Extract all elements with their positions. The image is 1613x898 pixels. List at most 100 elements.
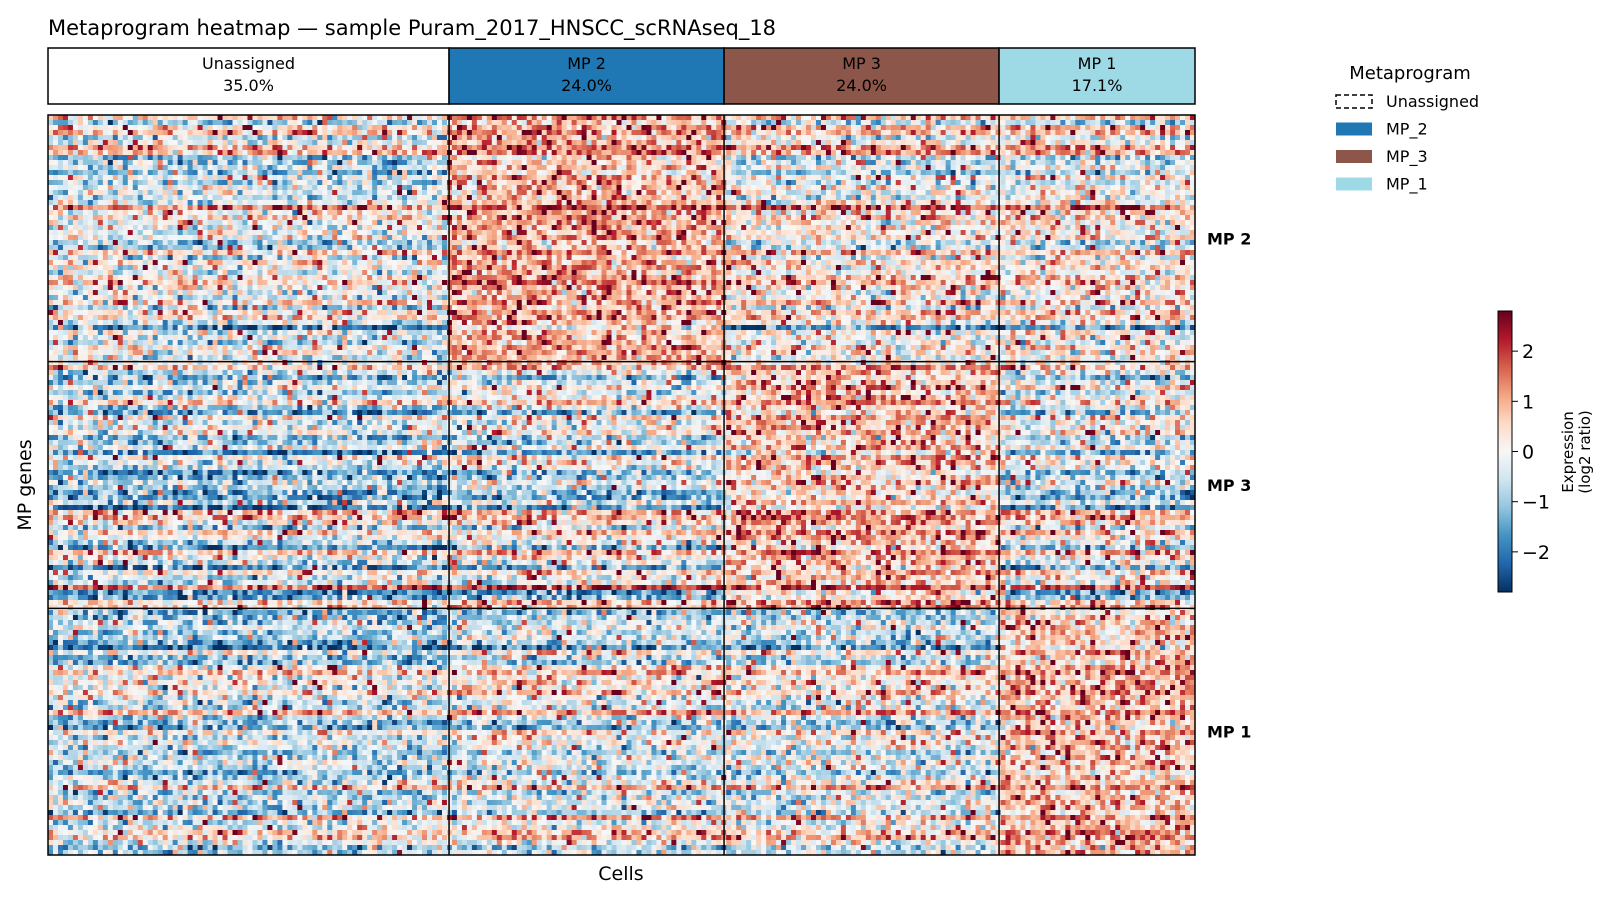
heatmap-cell — [167, 270, 174, 276]
heatmap-cell — [197, 480, 203, 486]
heatmap-cell — [92, 490, 99, 496]
heatmap-cell — [177, 125, 184, 131]
heatmap-cell — [177, 830, 184, 836]
heatmap-cell — [197, 485, 203, 491]
heatmap-cell — [182, 355, 189, 361]
heatmap-cell — [182, 160, 189, 166]
heatmap-cell — [207, 475, 213, 481]
heatmap-cell — [162, 820, 169, 826]
heatmap-cell — [187, 700, 194, 706]
heatmap-cell — [97, 830, 104, 836]
heatmap-cell — [167, 585, 174, 591]
heatmap-cell — [127, 555, 134, 561]
heatmap-cell — [107, 330, 114, 336]
heatmap-cell — [48, 155, 54, 161]
heatmap-cell — [202, 280, 208, 286]
cell-group-percent: 24.0% — [836, 76, 887, 95]
heatmap-cell — [192, 265, 199, 271]
heatmap-cell — [182, 180, 189, 186]
heatmap-cell — [52, 135, 59, 141]
heatmap-cell — [147, 820, 154, 826]
heatmap-cell — [127, 200, 134, 206]
heatmap-cell — [137, 240, 144, 246]
heatmap-cell — [52, 235, 59, 241]
heatmap-cell — [212, 380, 218, 386]
heatmap-cell — [87, 395, 94, 401]
heatmap-cell — [172, 220, 179, 226]
heatmap-cell — [147, 810, 154, 816]
heatmap-cell — [137, 610, 144, 616]
heatmap-cell — [132, 380, 139, 386]
heatmap-cell — [202, 400, 208, 406]
heatmap-cell — [172, 665, 179, 671]
heatmap-cell — [57, 355, 64, 361]
heatmap-cell — [202, 545, 208, 551]
heatmap-cell — [197, 470, 203, 476]
heatmap-cell — [48, 150, 54, 156]
heatmap-cell — [97, 735, 104, 741]
heatmap-cell — [92, 610, 99, 616]
heatmap-cell — [72, 840, 79, 846]
heatmap-cell — [48, 595, 54, 601]
heatmap-cell — [52, 370, 59, 376]
heatmap-cell — [202, 840, 208, 846]
heatmap-cell — [142, 600, 149, 606]
heatmap-cell — [62, 615, 69, 621]
heatmap-cell — [72, 450, 79, 456]
heatmap-cell — [197, 155, 203, 161]
heatmap-cell — [147, 340, 154, 346]
heatmap-cell — [212, 300, 218, 306]
heatmap-cell — [82, 195, 89, 201]
heatmap-cell — [162, 545, 169, 551]
heatmap-cell — [152, 775, 159, 781]
heatmap-cell — [107, 730, 114, 736]
heatmap-cell — [202, 225, 208, 231]
heatmap-cell — [52, 835, 59, 841]
heatmap-cell — [152, 725, 159, 731]
heatmap-cell — [207, 140, 213, 146]
heatmap-cell — [187, 195, 194, 201]
heatmap-cell — [62, 710, 69, 716]
heatmap-cell — [67, 145, 74, 151]
heatmap-cell — [127, 210, 134, 216]
heatmap-cell — [57, 380, 64, 386]
heatmap-cell — [152, 365, 159, 371]
heatmap-cell — [72, 685, 79, 691]
heatmap-cell — [212, 435, 218, 441]
heatmap-cell — [157, 485, 164, 491]
heatmap-cell — [57, 595, 64, 601]
heatmap-cell — [122, 660, 129, 666]
heatmap-cell — [202, 790, 208, 796]
heatmap-cell — [147, 260, 154, 266]
heatmap-cell — [202, 145, 208, 151]
heatmap-cell — [87, 495, 94, 501]
heatmap-cell — [212, 275, 218, 281]
heatmap-cell — [127, 475, 134, 481]
heatmap-cell — [87, 560, 94, 566]
heatmap-cell — [132, 600, 139, 606]
heatmap-cell — [207, 525, 213, 531]
heatmap-cell — [112, 255, 119, 261]
heatmap-cell — [117, 805, 124, 811]
heatmap-cell — [177, 640, 184, 646]
heatmap-cell — [92, 620, 99, 626]
heatmap-cell — [52, 320, 59, 326]
heatmap-cell — [182, 830, 189, 836]
heatmap-cell — [167, 345, 174, 351]
heatmap-cell — [92, 660, 99, 666]
heatmap-cell — [157, 155, 164, 161]
heatmap-cell — [72, 375, 79, 381]
heatmap-cell — [97, 315, 104, 321]
heatmap-cell — [167, 280, 174, 286]
heatmap-cell — [197, 795, 203, 801]
heatmap-cell — [48, 665, 54, 671]
heatmap-cell — [207, 750, 213, 756]
heatmap-cell — [152, 285, 159, 291]
heatmap-cell — [167, 765, 174, 771]
heatmap-cell — [62, 300, 69, 306]
heatmap-cell — [182, 290, 189, 296]
heatmap-cell — [177, 490, 184, 496]
heatmap-cell — [172, 705, 179, 711]
heatmap-cell — [207, 465, 213, 471]
heatmap-cell — [147, 520, 154, 526]
